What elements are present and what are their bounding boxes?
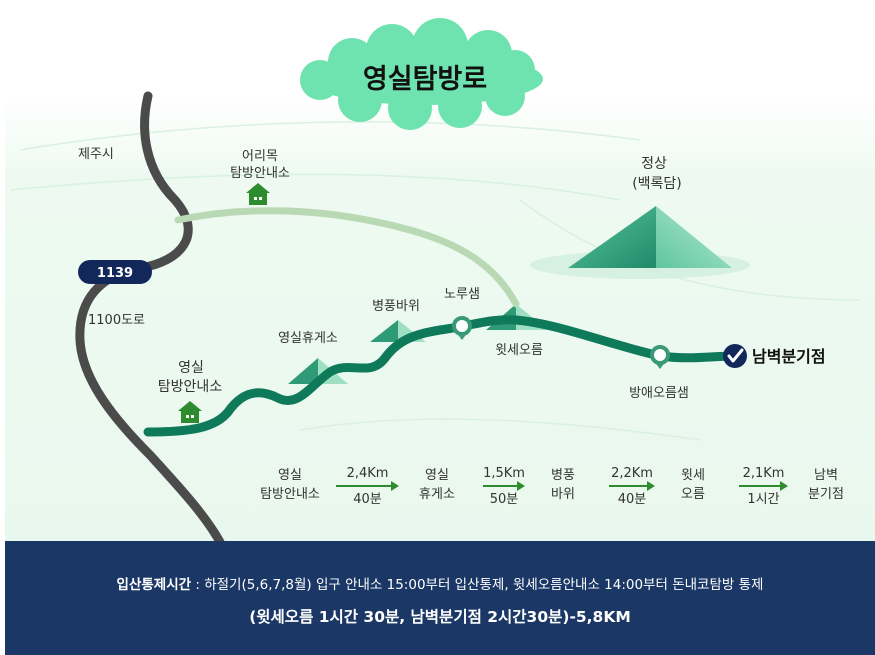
label-witse: 윗세오름 — [495, 343, 543, 358]
label-noru: 노루샘 — [444, 287, 480, 302]
route-stop-line1: 남벽 — [814, 468, 838, 483]
label-rest-area: 영실휴게소 — [278, 331, 338, 346]
route-stop-line2: 바위 — [551, 487, 575, 502]
route-stop-line2: 탐방안내소 — [260, 487, 320, 502]
yeongsil-trail — [143, 315, 740, 437]
route-stop-line2: 오름 — [681, 487, 705, 502]
page-title: 영실탐방로 — [363, 64, 487, 95]
road-1100 — [75, 91, 225, 547]
bangae-spring-marker-icon — [650, 345, 670, 369]
label-summit-1: 정상 — [641, 156, 667, 172]
route-segment-distance: 2,1Km — [743, 466, 785, 481]
route-stop-line1: 영실 — [278, 468, 302, 483]
route-stop-line2: 분기점 — [808, 487, 844, 502]
route-segment-time: 1시간 — [747, 492, 779, 507]
endpoint-check-icon — [723, 344, 747, 368]
road-number-badge: 1139 — [78, 260, 152, 284]
yeongsil-hut-icon — [178, 401, 202, 423]
route-stop-line1: 윗세 — [681, 468, 705, 483]
notice-footer: 입산통제시간 : 하절기(5,6,7,8월) 입구 안내소 15:00부터 입산… — [5, 541, 875, 655]
label-byeongpung: 병풍바위 — [372, 299, 420, 314]
label-summit-2: (백록담) — [632, 176, 682, 192]
summit-mountain — [530, 206, 750, 279]
title-cloud: 영실탐방로 — [300, 18, 543, 130]
route-stop-line2: 휴게소 — [419, 487, 455, 502]
route-segment-time: 50분 — [490, 492, 519, 507]
control-notice-text: : 하절기(5,6,7,8월) 입구 안내소 15:00부터 입산통제, 윗세오… — [191, 577, 764, 593]
label-yeongsil-1: 영실 — [178, 360, 204, 376]
route-segment-distance: 2,4Km — [347, 466, 389, 481]
label-bangae: 방애오름샘 — [629, 386, 689, 401]
eorimok-trail — [174, 207, 520, 308]
route-segment-distance: 2,2Km — [611, 466, 653, 481]
route-arrow-icon — [780, 481, 788, 491]
label-eorimok-1: 어리목 — [242, 149, 278, 164]
route-segment-time: 40분 — [618, 492, 647, 507]
route-stop-line1: 영실 — [425, 468, 449, 483]
label-road-name: 1100도로 — [88, 313, 145, 328]
road-number: 1139 — [97, 266, 133, 281]
label-eorimok-2: 탐방안내소 — [230, 166, 290, 181]
distance-summary: (윗세오름 1시간 30분, 남벽분기점 2시간30분)-5,8KM — [249, 608, 631, 626]
route-arrow-icon — [391, 481, 399, 491]
label-yeongsil-2: 탐방안내소 — [158, 379, 223, 395]
route-segment-time: 40분 — [353, 492, 382, 507]
route-segment-distance: 1,5Km — [483, 466, 525, 481]
route-stop-line1: 병풍 — [551, 468, 575, 483]
eorimok-hut-icon — [246, 183, 270, 205]
label-jeju-city: 제주시 — [78, 147, 114, 162]
control-notice-label: 입산통제시간 — [116, 577, 192, 593]
control-notice: 입산통제시간 : 하절기(5,6,7,8월) 입구 안내소 15:00부터 입산… — [5, 573, 875, 593]
route-arrow-icon — [517, 481, 525, 491]
label-nambyeok: 남벽분기점 — [752, 347, 826, 366]
noru-spring-marker-icon — [452, 316, 472, 340]
route-arrow-icon — [647, 481, 655, 491]
